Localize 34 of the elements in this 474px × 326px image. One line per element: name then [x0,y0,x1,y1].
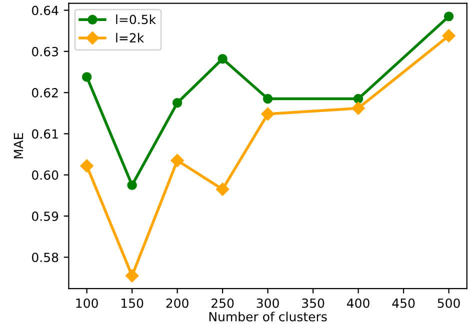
x-tick-label: 350 [302,298,324,308]
x-axis-title: Number of clusters [209,312,327,322]
y-tick-label: 0.64 [32,6,58,16]
point [80,159,94,172]
x-tick-label: 200 [166,298,188,308]
y-tick-label: 0.58 [32,252,58,262]
y-tick-label: 0.60 [32,170,58,180]
x-tick-label: 250 [212,298,234,308]
y-tick-label: 0.61 [32,129,58,139]
legend-label: l=2k [116,32,144,42]
x-tick-label: 150 [122,298,144,308]
point [82,72,92,82]
point [262,94,273,104]
point [125,269,139,282]
y-tick-label: 0.62 [32,88,58,98]
point [216,182,230,196]
point [170,154,184,168]
x-tick-label: 500 [438,298,460,308]
point [172,98,182,108]
point [261,107,274,121]
point [352,102,365,115]
x-tick-label: 400 [346,298,370,308]
point [353,94,364,104]
point [127,180,137,190]
y-axis-title: MAE [14,133,24,158]
y-tick-label: 0.59 [32,212,58,221]
point [218,54,228,64]
x-tick-label: 450 [392,298,415,308]
point [442,29,456,42]
legend-label: l=0.5k [116,14,156,24]
x-tick-label: 300 [256,298,279,308]
y-tick-label: 0.63 [32,46,58,56]
x-tick-label: 100 [76,298,98,308]
point [444,12,454,22]
